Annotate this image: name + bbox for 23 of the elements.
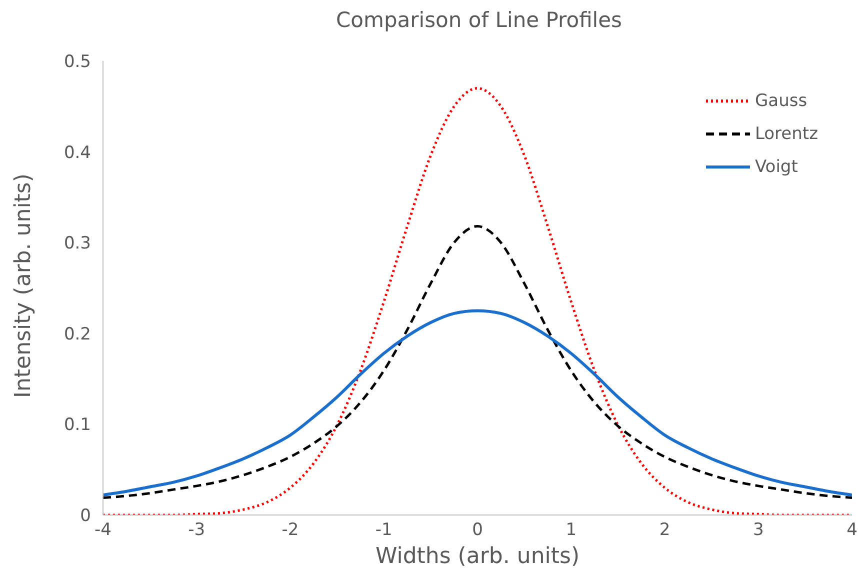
y-tick-label: 0 (80, 506, 91, 526)
line-series (103, 225, 852, 499)
y-axis-title: Intensity (arb. units) (10, 174, 36, 398)
chart-title: Comparison of Line Profiles (334, 8, 623, 32)
x-tick-label: 1 (566, 520, 577, 540)
x-axis-title: Widths (arb. units) (375, 544, 580, 569)
y-tick-label: 0.2 (64, 324, 91, 344)
y-tick-label: 0.1 (64, 415, 91, 436)
legend-label: Lorentz (754, 124, 818, 144)
x-tick-label: 0 (472, 520, 483, 540)
legend-label: Voigt (754, 156, 798, 176)
y-tick-label: 0.3 (64, 234, 91, 254)
x-tick-label: 4 (846, 520, 858, 540)
line-series (103, 309, 852, 497)
x-tick-label: 3 (752, 520, 764, 540)
y-tick-label: 0.4 (64, 142, 91, 163)
x-tick-label: -3 (188, 520, 206, 540)
x-tick-label: -4 (94, 520, 112, 540)
y-tick-label: 0.5 (64, 52, 91, 72)
legend-label: Gauss (754, 90, 808, 110)
x-tick-label: -2 (282, 520, 299, 540)
x-tick-label: -1 (375, 520, 392, 540)
x-tick-label: 2 (659, 520, 670, 540)
